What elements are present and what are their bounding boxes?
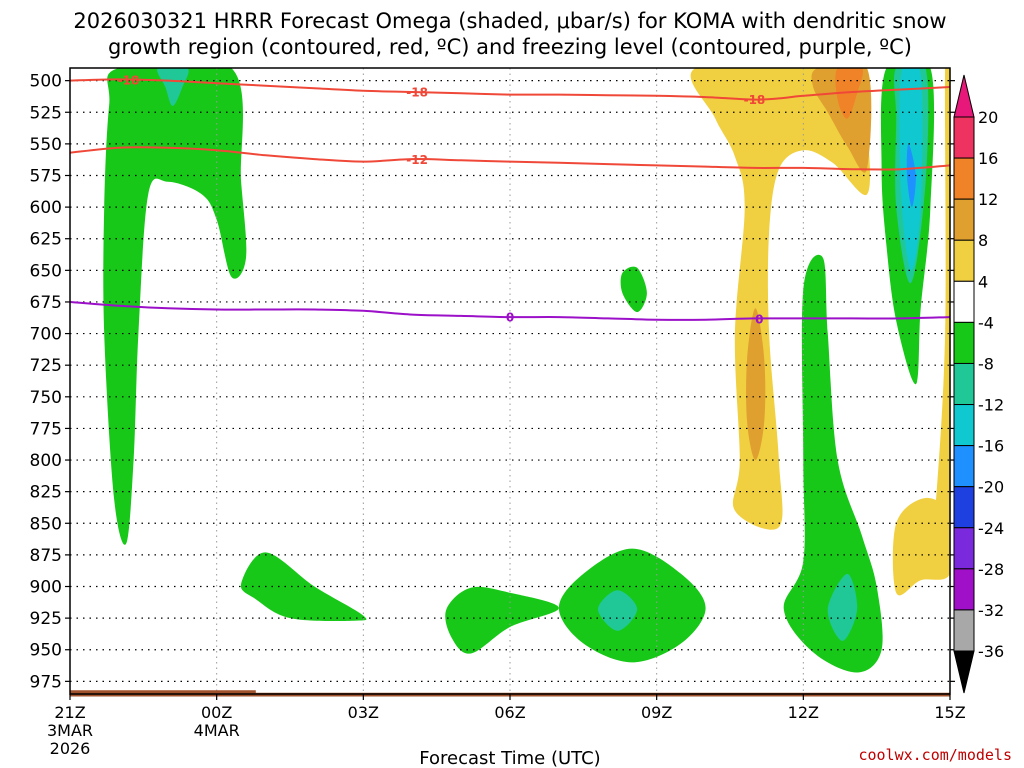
y-tick-label: 925 <box>30 609 62 629</box>
y-tick-label: 825 <box>30 483 62 503</box>
x-tick-label: 06Z <box>494 703 525 722</box>
isotherm-label-text: -12 <box>406 153 428 167</box>
omega-region-12 <box>892 497 950 596</box>
isotherm-line-1 <box>70 146 950 171</box>
isotherm-label-text: -18 <box>744 93 766 107</box>
colorbar-segment <box>953 198 975 241</box>
isotherm-label-text: -18 <box>118 74 140 88</box>
colorbar-label: -20 <box>978 478 1004 497</box>
omega-region-18 <box>906 143 916 208</box>
y-tick-label: 875 <box>30 546 62 566</box>
omega-region-11 <box>929 68 950 571</box>
x-tick-year: 2026 <box>50 739 91 758</box>
chart-title-line-1: 2026030321 HRRR Forecast Omega (shaded, … <box>73 9 946 33</box>
y-tick-label: 675 <box>30 293 62 313</box>
omega-region-1 <box>157 68 189 106</box>
isotherm-lines: -18 -18 -18 -12 0 0 <box>70 74 950 327</box>
x-tick-label: 00Z <box>201 703 232 722</box>
x-tick-date: 4MAR <box>194 721 240 740</box>
isotherm-line-2 <box>70 301 950 321</box>
y-tick-label: 900 <box>30 578 62 598</box>
y-tick-label: 625 <box>30 230 62 250</box>
colorbar-label: 16 <box>978 149 998 168</box>
x-tick-label: 03Z <box>348 703 379 722</box>
colorbar-label: -28 <box>978 560 1004 579</box>
y-tick-label: 525 <box>30 103 62 123</box>
y-tick-label: 650 <box>30 261 62 281</box>
omega-region-3 <box>445 586 559 654</box>
colorbar-segment <box>953 568 975 611</box>
colorbar-segment <box>953 445 975 488</box>
colorbar-label: -24 <box>978 519 1004 538</box>
colorbar-bottom-arrow <box>953 650 975 694</box>
colorbar-segment <box>953 609 975 652</box>
x-tick-label: 09Z <box>641 703 672 722</box>
omega-region-0 <box>103 68 247 545</box>
colorbar-segment <box>953 362 975 406</box>
colorbar-label: -16 <box>978 437 1004 456</box>
colorbar: 20 16 12 8 4 -4 -8 -12 -16 -20 -24 -28 -32 -36 <box>953 74 1004 694</box>
colorbar-label: -32 <box>978 601 1004 620</box>
y-tick-label: 775 <box>30 419 62 439</box>
colorbar-segment <box>953 116 975 159</box>
x-tick-label: 12Z <box>788 703 819 722</box>
x-axis-title: Forecast Time (UTC) <box>419 748 600 768</box>
isotherm-label-0-0: -18 <box>118 74 140 88</box>
colorbar-segment <box>953 486 975 529</box>
y-tick-label: 800 <box>30 451 62 471</box>
y-tick-label: 750 <box>30 388 62 408</box>
isotherm-label-text: 0 <box>506 311 514 325</box>
y-tick-label: 950 <box>30 641 62 661</box>
isotherm-label-text: 0 <box>755 313 763 327</box>
colorbar-label: 4 <box>978 272 988 291</box>
omega-region-6 <box>620 266 647 313</box>
colorbar-segment <box>953 280 975 323</box>
colorbar-top-arrow <box>953 74 975 118</box>
y-tick-label: 700 <box>30 325 62 345</box>
omega-region-14 <box>827 573 858 641</box>
y-tick-label: 850 <box>30 514 62 534</box>
isotherm-label-2-0: 0 <box>506 311 514 325</box>
isotherm-line-0 <box>70 78 950 101</box>
omega-region-10 <box>746 308 766 460</box>
colorbar-label: -12 <box>978 396 1004 415</box>
omega-region-5 <box>598 590 638 631</box>
isotherm-label-2-1: 0 <box>755 313 763 327</box>
omega-shaded-regions <box>103 68 950 673</box>
colorbar-segment <box>953 404 975 447</box>
colorbar-segment <box>953 239 975 282</box>
y-tick-label: 550 <box>30 135 62 155</box>
chart-title-line-2: growth region (contoured, red, ºC) and f… <box>108 35 912 59</box>
y-tick-label: 725 <box>30 356 62 376</box>
omega-region-13 <box>783 254 883 673</box>
colorbar-segment <box>953 527 975 570</box>
isotherm-label-1-0: -12 <box>406 153 428 167</box>
colorbar-label: 12 <box>978 190 998 209</box>
y-tick-label: 600 <box>30 198 62 218</box>
omega-region-2 <box>240 552 367 622</box>
omega-region-9 <box>835 68 863 119</box>
colorbar-label: -8 <box>978 354 994 373</box>
credit-link[interactable]: coolwx.com/models <box>858 746 1012 764</box>
isotherm-label-text: -18 <box>406 86 428 100</box>
x-tick-date: 3MAR <box>47 721 93 740</box>
y-tick-label: 500 <box>30 72 62 92</box>
y-tick-label: 975 <box>30 672 62 692</box>
isotherm-label-0-1: -18 <box>406 86 428 100</box>
colorbar-segment <box>953 321 975 364</box>
colorbar-label: -36 <box>978 642 1004 661</box>
y-tick-label: 575 <box>30 166 62 186</box>
colorbar-segment <box>953 157 975 200</box>
isotherm-label-0-2: -18 <box>744 93 766 107</box>
x-tick-label: 21Z <box>54 703 85 722</box>
colorbar-label: 8 <box>978 231 988 250</box>
colorbar-label: 20 <box>978 108 998 127</box>
colorbar-label: -4 <box>978 313 994 332</box>
axes: 500 525 550 575 600 625 650 675 700 725 750 775 800 8… <box>30 67 966 758</box>
x-tick-label: 15Z <box>934 703 965 722</box>
